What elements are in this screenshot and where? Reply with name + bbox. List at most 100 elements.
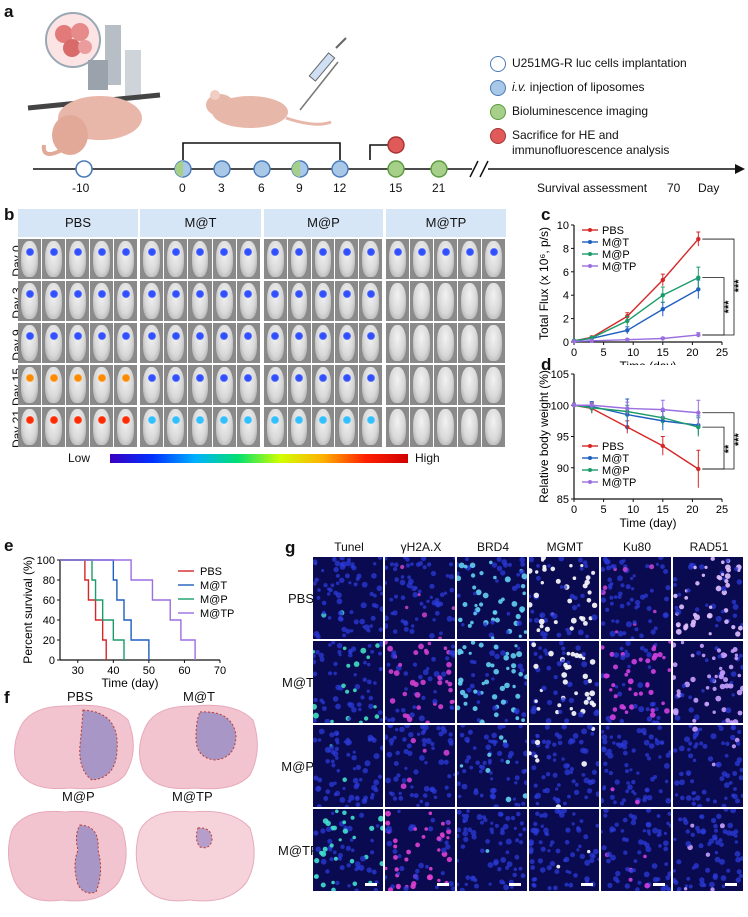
mouse-illustration <box>206 90 332 128</box>
y-tick-label: 90 <box>557 463 569 475</box>
cell-nucleus <box>514 710 519 715</box>
luminescence-spot <box>417 373 426 382</box>
cell-nucleus <box>573 789 580 796</box>
cell-nucleus <box>578 557 583 563</box>
half-marker-day9 <box>291 160 309 178</box>
luminescence-spot <box>97 247 106 256</box>
mouse-image <box>114 365 137 405</box>
cell-nucleus <box>529 751 532 756</box>
cell-nucleus <box>355 802 361 807</box>
cell-nucleus <box>666 821 670 826</box>
cell-nucleus <box>448 650 454 656</box>
cell-nucleus <box>648 743 655 749</box>
day-label: 9 <box>296 181 303 195</box>
cell-nucleus <box>675 628 682 635</box>
cell-nucleus <box>531 877 536 882</box>
cell-nucleus <box>583 777 590 784</box>
cell-nucleus <box>410 737 416 744</box>
cell-nucleus <box>594 682 599 687</box>
cell-nucleus <box>552 752 557 757</box>
cell-nucleus <box>625 641 631 646</box>
cell-nucleus <box>400 783 407 790</box>
cell-nucleus <box>686 588 691 593</box>
cell-nucleus <box>313 581 317 586</box>
y-axis-label: Relative body weight (%) <box>537 370 551 503</box>
cell-nucleus <box>673 593 678 599</box>
micrograph-cells <box>313 809 383 891</box>
cell-nucleus <box>499 830 505 836</box>
mouse-image <box>434 281 457 321</box>
micrograph-cells <box>673 725 743 807</box>
mouse-body <box>93 325 110 361</box>
mouse-body <box>215 283 233 319</box>
cell-nucleus <box>406 849 411 855</box>
cell-nucleus <box>636 728 642 734</box>
mouse-image <box>410 281 433 321</box>
cell-nucleus <box>331 641 336 645</box>
cell-nucleus <box>715 585 722 592</box>
cell-nucleus <box>342 786 346 791</box>
micrograph <box>601 557 671 639</box>
cell-nucleus <box>385 557 388 561</box>
cell-nucleus <box>540 867 546 873</box>
luminescence-spot <box>25 415 34 424</box>
cell-nucleus <box>570 651 576 657</box>
mouse-body <box>413 367 430 403</box>
cell-nucleus <box>569 738 573 742</box>
cell-nucleus <box>555 804 562 807</box>
luminescence-spot <box>49 415 58 424</box>
cell-nucleus <box>485 768 491 773</box>
mouse-image <box>386 365 409 405</box>
mouse-body <box>117 241 134 277</box>
cell-nucleus <box>413 793 419 799</box>
cell-nucleus <box>369 825 375 831</box>
mouse-body <box>69 409 86 445</box>
cell-nucleus <box>443 759 449 765</box>
micrograph <box>529 809 599 891</box>
mouse-body <box>461 367 478 403</box>
open-circle-icon <box>490 56 506 72</box>
cell-nucleus <box>648 619 652 624</box>
cell-nucleus <box>368 695 374 701</box>
cell-nucleus <box>612 707 618 712</box>
cell-nucleus <box>693 863 699 869</box>
cell-nucleus <box>386 751 393 758</box>
cell-nucleus <box>313 671 318 677</box>
significance-bracket <box>702 426 725 470</box>
cell-nucleus <box>692 718 697 723</box>
luminescence-spot <box>97 415 106 424</box>
mouse-image <box>482 239 505 279</box>
cell-nucleus <box>421 612 428 618</box>
cell-nucleus <box>692 735 697 740</box>
cell-nucleus <box>719 670 726 676</box>
cell-nucleus <box>608 585 613 590</box>
mouse-image <box>236 365 260 405</box>
cell-nucleus <box>425 864 429 869</box>
cell-nucleus <box>733 787 737 791</box>
cell-nucleus <box>680 795 685 801</box>
cell-nucleus <box>650 588 654 593</box>
luminescence-spot <box>393 415 402 424</box>
cell-nucleus <box>420 725 425 730</box>
cell-nucleus <box>451 644 455 649</box>
cell-nucleus <box>535 733 539 738</box>
stain-column-header: Tunel <box>334 540 364 554</box>
cell-nucleus <box>516 573 520 577</box>
cell-nucleus <box>319 657 325 662</box>
cell-nucleus <box>519 557 525 563</box>
cell-nucleus <box>354 796 360 801</box>
cell-nucleus <box>410 785 414 789</box>
mouse-image <box>164 407 188 447</box>
cell-nucleus <box>603 761 608 767</box>
cell-nucleus <box>490 663 495 668</box>
cell-nucleus <box>712 710 716 714</box>
cell-nucleus <box>553 885 558 891</box>
cell-nucleus <box>660 886 666 891</box>
group-header: M@TP <box>386 209 506 237</box>
cell-nucleus <box>544 626 550 632</box>
cell-nucleus <box>625 584 631 590</box>
cell-nucleus <box>603 813 608 818</box>
cell-nucleus <box>561 672 568 678</box>
cell-nucleus <box>613 664 618 670</box>
